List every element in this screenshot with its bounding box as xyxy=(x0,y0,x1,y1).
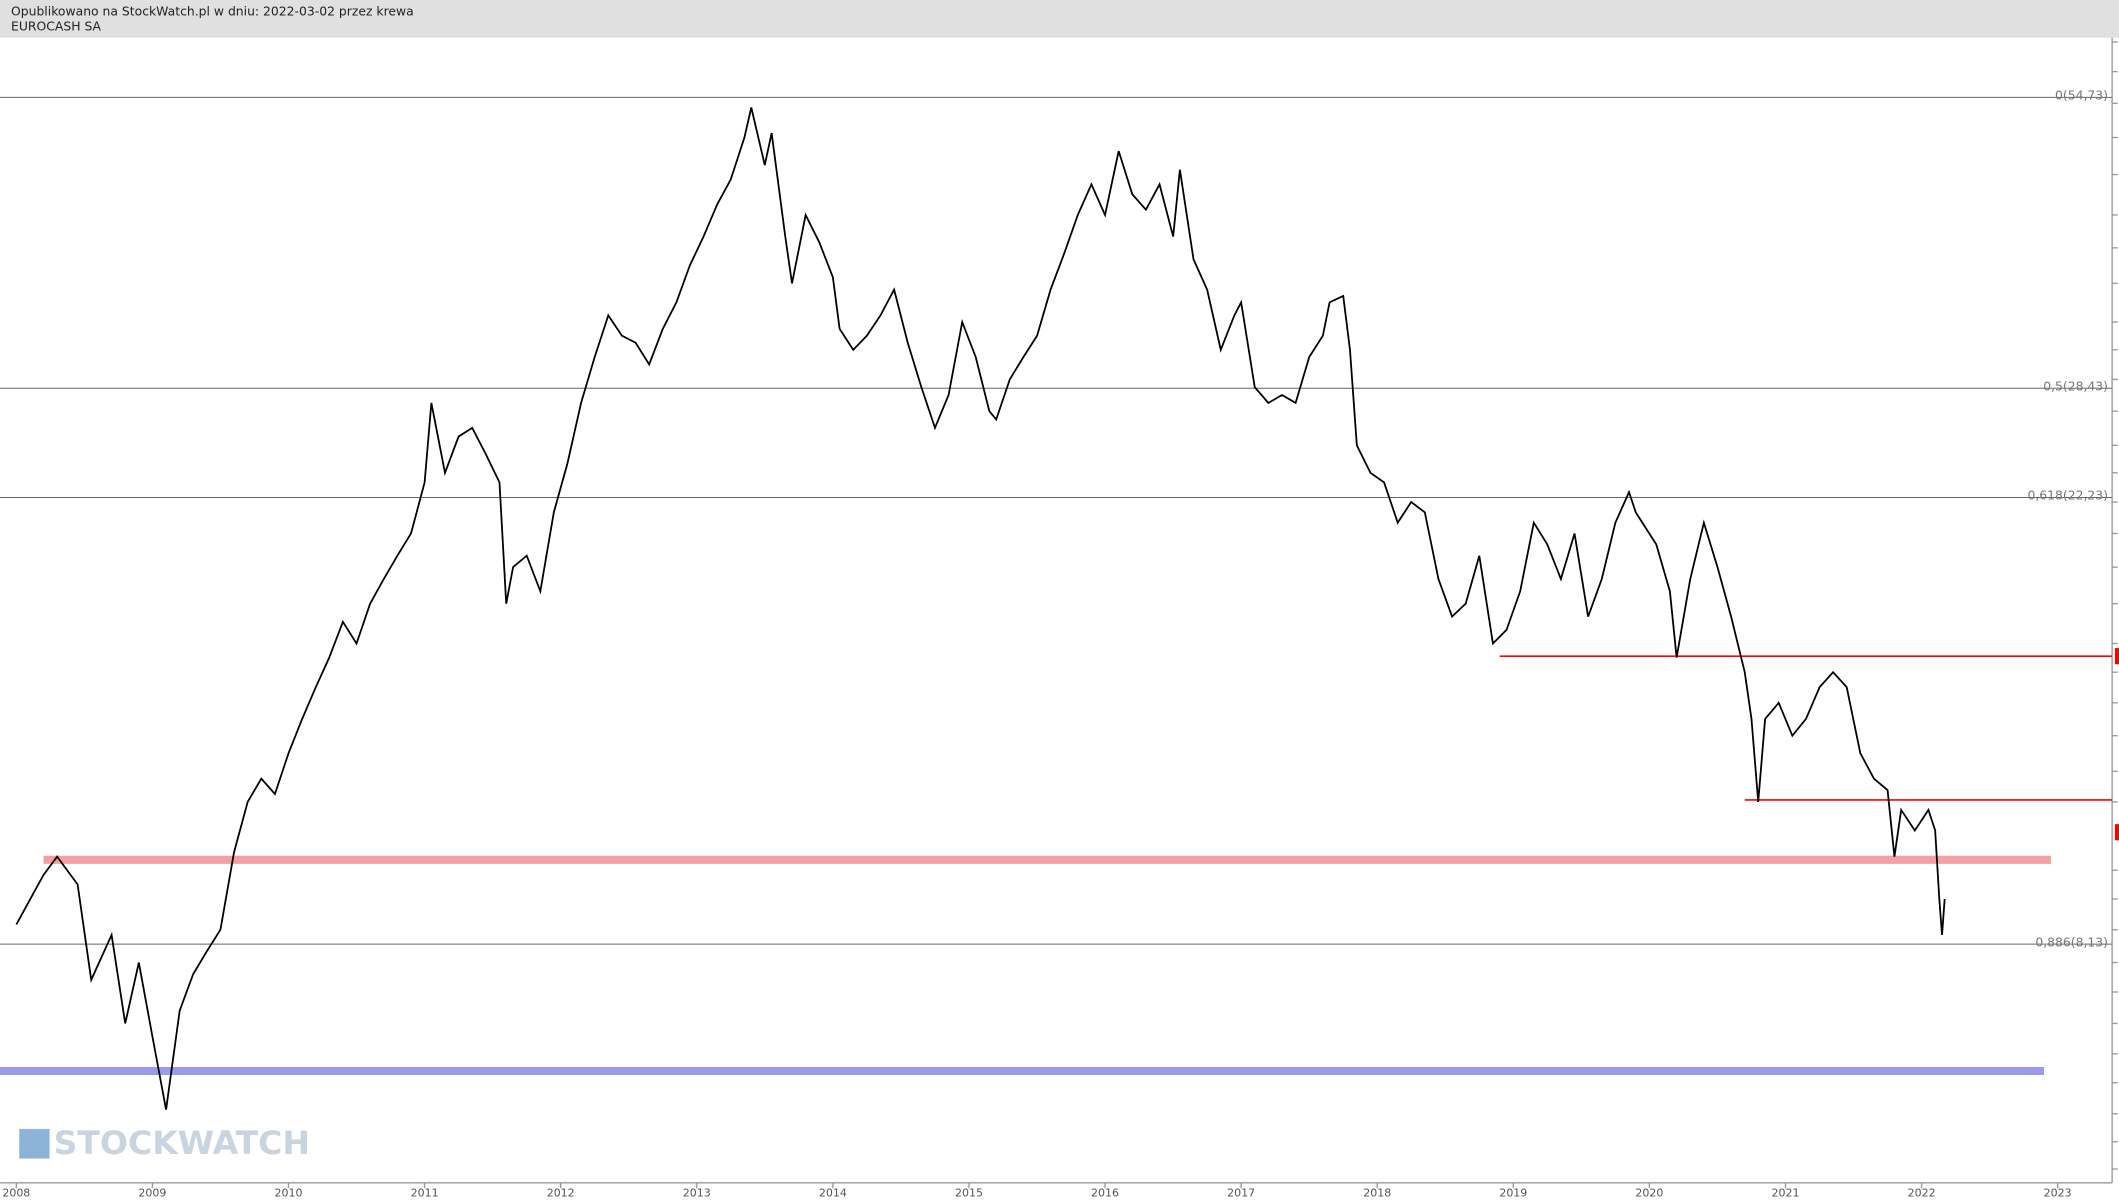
x-tick-label: 2013 xyxy=(683,1187,711,1200)
watermark: STOCKWATCH xyxy=(54,1124,310,1162)
price-tag xyxy=(2114,824,2119,841)
logo-icon xyxy=(19,1128,50,1159)
x-tick-label: 2023 xyxy=(2044,1187,2072,1200)
header-text: Opublikowano na StockWatch.pl w dniu: 20… xyxy=(11,5,414,19)
price-line-series xyxy=(15,107,1946,1110)
x-tick-label: 2011 xyxy=(411,1187,439,1200)
x-tick-label: 2020 xyxy=(1635,1187,1663,1200)
fib-label: 0,5(28,43) xyxy=(2043,379,2108,393)
header-bar xyxy=(0,0,2119,38)
x-tick-label: 2017 xyxy=(1227,1187,1255,1200)
price-tag xyxy=(2114,648,2119,665)
fib-label: 0,886(8,13) xyxy=(2035,935,2108,949)
fib-label: 0(54,73) xyxy=(2055,89,2108,103)
x-tick-label: 2016 xyxy=(1091,1187,1119,1200)
x-tick-label: 2019 xyxy=(1499,1187,1527,1200)
x-tick-label: 2022 xyxy=(1908,1187,1936,1200)
x-tick-label: 2015 xyxy=(955,1187,983,1200)
fib-label: 0,618(22,23) xyxy=(2027,489,2108,503)
x-tick-label: 2014 xyxy=(819,1187,847,1200)
x-tick-label: 2012 xyxy=(547,1187,575,1200)
chart-title: EUROCASH SA xyxy=(11,20,102,34)
x-tick-label: 2021 xyxy=(1772,1187,1800,1200)
x-tick-label: 2018 xyxy=(1363,1187,1391,1200)
x-tick-label: 2008 xyxy=(2,1187,30,1200)
x-tick-label: 2010 xyxy=(275,1187,303,1200)
x-tick-label: 2009 xyxy=(138,1187,166,1200)
